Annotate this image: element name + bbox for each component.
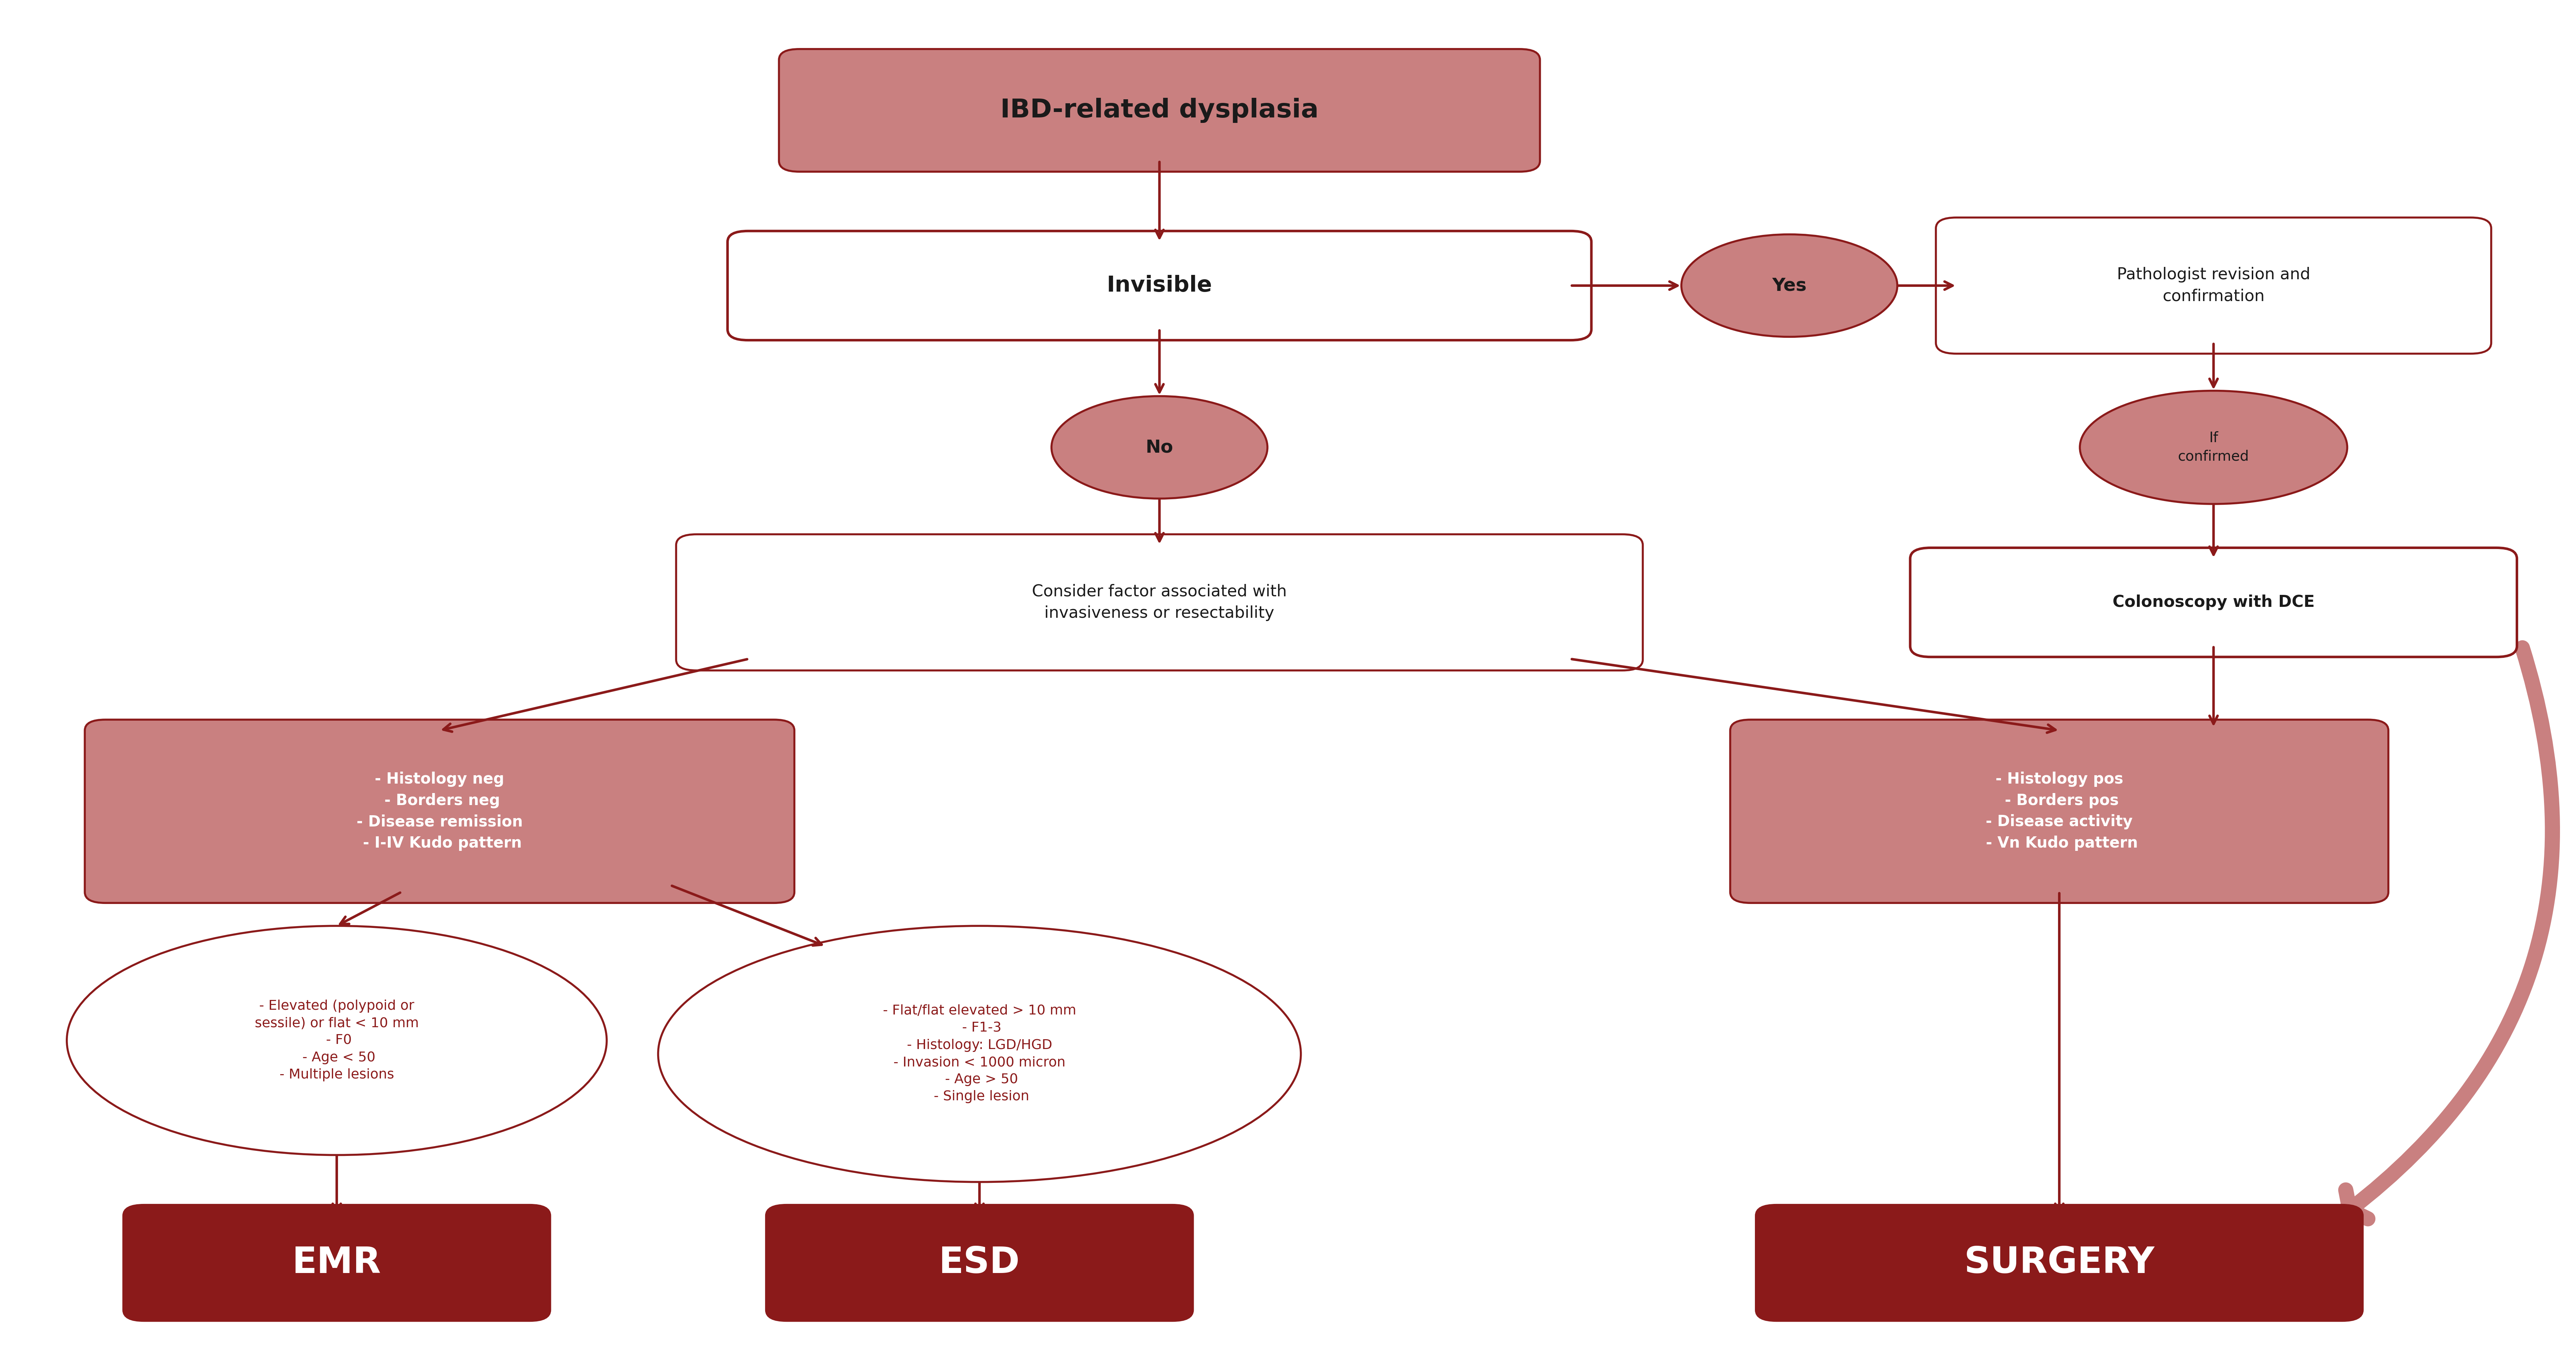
Text: Yes: Yes <box>1772 277 1806 295</box>
FancyBboxPatch shape <box>1731 720 2388 902</box>
Text: - Flat/flat elevated > 10 mm
 - F1-3
- Histology: LGD/HGD
- Invasion < 1000 micr: - Flat/flat elevated > 10 mm - F1-3 - Hi… <box>884 1004 1077 1104</box>
FancyBboxPatch shape <box>124 1206 551 1321</box>
Text: EMR: EMR <box>291 1245 381 1280</box>
FancyBboxPatch shape <box>85 720 793 902</box>
FancyBboxPatch shape <box>726 231 1592 340</box>
Text: - Histology pos
 - Borders pos
- Disease activity
 - Vn Kudo pattern: - Histology pos - Borders pos - Disease … <box>1981 771 2138 851</box>
Ellipse shape <box>1051 396 1267 498</box>
Text: Invisible: Invisible <box>1108 275 1213 296</box>
Text: - Histology neg
 - Borders neg
- Disease remission
 - I-IV Kudo pattern: - Histology neg - Borders neg - Disease … <box>355 771 523 851</box>
Text: No: No <box>1146 438 1172 456</box>
Ellipse shape <box>67 925 608 1155</box>
Text: - Elevated (polypoid or
sessile) or flat < 10 mm
 - F0
 - Age < 50
- Multiple le: - Elevated (polypoid or sessile) or flat… <box>255 1000 420 1081</box>
Text: ESD: ESD <box>938 1245 1020 1280</box>
Ellipse shape <box>657 925 1301 1183</box>
Text: Pathologist revision and
confirmation: Pathologist revision and confirmation <box>2117 267 2311 304</box>
Ellipse shape <box>2079 391 2347 503</box>
Text: Colonoscopy with DCE: Colonoscopy with DCE <box>2112 594 2316 610</box>
FancyBboxPatch shape <box>1937 218 2491 353</box>
Text: IBD-related dysplasia: IBD-related dysplasia <box>999 97 1319 123</box>
Text: SURGERY: SURGERY <box>1963 1245 2154 1280</box>
Ellipse shape <box>1682 234 1899 337</box>
FancyBboxPatch shape <box>675 534 1643 671</box>
Text: If
confirmed: If confirmed <box>2177 432 2249 463</box>
FancyBboxPatch shape <box>765 1206 1193 1321</box>
FancyBboxPatch shape <box>1757 1206 2362 1321</box>
FancyBboxPatch shape <box>1911 548 2517 658</box>
FancyBboxPatch shape <box>778 49 1540 172</box>
Text: Consider factor associated with
invasiveness or resectability: Consider factor associated with invasive… <box>1033 583 1288 621</box>
